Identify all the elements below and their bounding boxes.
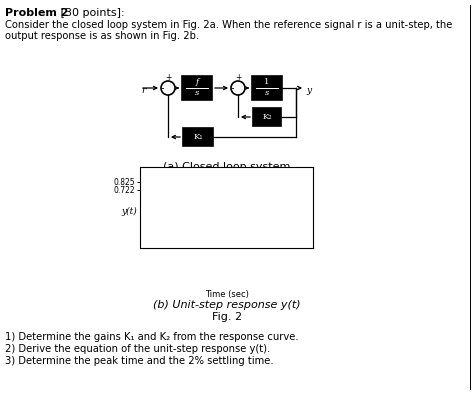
Text: r: r — [141, 86, 145, 95]
Circle shape — [231, 81, 245, 95]
Bar — [252, 76, 282, 100]
Text: +: + — [235, 73, 241, 82]
Text: 1: 1 — [264, 78, 270, 86]
Text: -: - — [230, 83, 234, 93]
Text: -: - — [160, 83, 164, 93]
Text: +: + — [165, 73, 171, 82]
Circle shape — [161, 81, 175, 95]
Bar — [183, 128, 213, 146]
Text: s: s — [195, 89, 199, 97]
Text: output response is as shown in Fig. 2b.: output response is as shown in Fig. 2b. — [5, 31, 199, 41]
Text: y(t): y(t) — [121, 207, 137, 216]
Text: s: s — [265, 89, 269, 97]
Text: Step Response: Step Response — [193, 198, 261, 207]
Bar — [253, 108, 281, 126]
Text: Fig. 2: Fig. 2 — [212, 312, 242, 322]
Text: [30 points]:: [30 points]: — [57, 8, 125, 18]
Text: Consider the closed loop system in Fig. 2a. When the reference signal r is a uni: Consider the closed loop system in Fig. … — [5, 20, 452, 30]
Text: 1) Determine the gains K₁ and K₂ from the response curve.: 1) Determine the gains K₁ and K₂ from th… — [5, 332, 299, 342]
Text: (a) Closed loop system: (a) Closed loop system — [164, 162, 291, 172]
Text: K₂: K₂ — [262, 113, 272, 121]
Text: K₁: K₁ — [193, 133, 203, 141]
Text: 3) Determine the peak time and the 2% settling time.: 3) Determine the peak time and the 2% se… — [5, 356, 273, 366]
Text: (b) Unit-step response y(t): (b) Unit-step response y(t) — [153, 300, 301, 310]
Text: 2) Derive the equation of the unit-step response y(t).: 2) Derive the equation of the unit-step … — [5, 344, 270, 354]
Text: y: y — [306, 86, 311, 95]
Bar — [182, 76, 212, 100]
Text: Problem 2: Problem 2 — [5, 8, 69, 18]
Text: Time (sec): Time (sec) — [205, 290, 249, 299]
Text: f: f — [195, 78, 199, 86]
